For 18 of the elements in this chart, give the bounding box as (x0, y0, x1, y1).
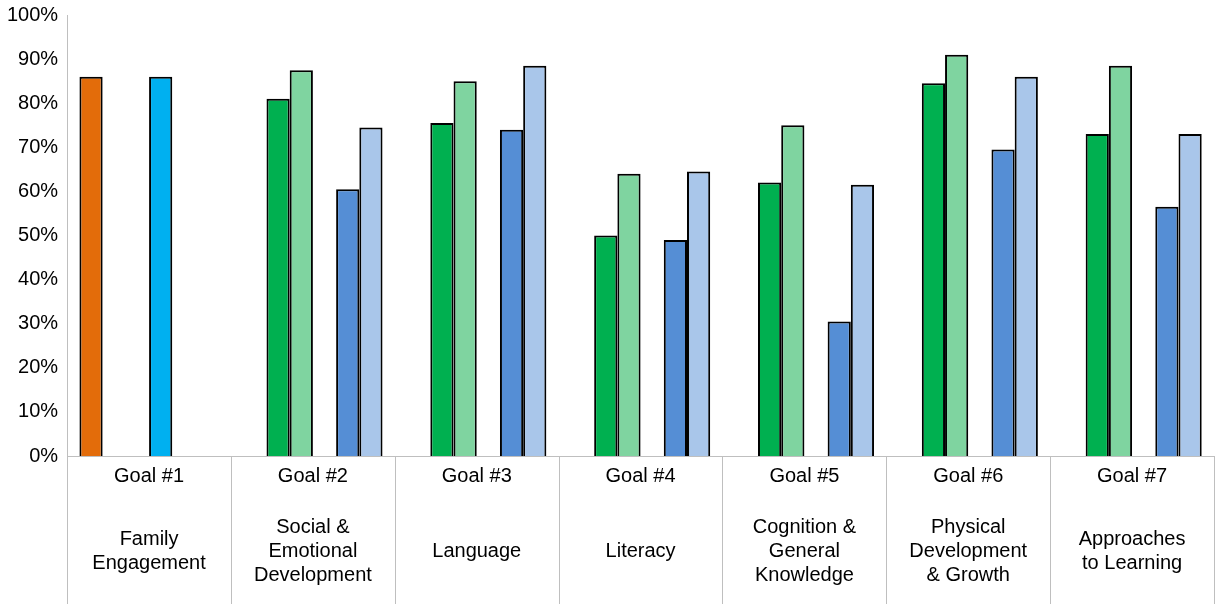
y-tick-label: 70% (18, 134, 59, 157)
y-tick-label: 0% (29, 443, 59, 466)
category-label: Goal #5 Cognition & General Knowledge (752, 463, 857, 585)
category-label: Goal #4 Literacy (605, 463, 676, 561)
category-label: Goal #6 Physical Development & Growth (909, 463, 1028, 585)
y-tick-label: 100% (7, 2, 59, 25)
y-tick-label: 20% (18, 355, 59, 378)
category-label: Goal #3 Language (432, 463, 522, 561)
y-tick-label: 30% (18, 311, 59, 334)
category-label: Goal #2 Social & Emotional Development (253, 463, 372, 585)
y-tick-label: 50% (18, 223, 59, 246)
category-label: Goal #7 Approaches to Learning (1078, 463, 1186, 573)
y-tick-label: 90% (18, 46, 59, 69)
y-tick-label: 60% (18, 178, 59, 201)
y-tick-label: 10% (18, 399, 59, 422)
y-tick-label: 40% (18, 267, 59, 290)
y-tick-label: 80% (18, 90, 59, 113)
category-label: Goal #1 Family Engagement (92, 463, 206, 573)
